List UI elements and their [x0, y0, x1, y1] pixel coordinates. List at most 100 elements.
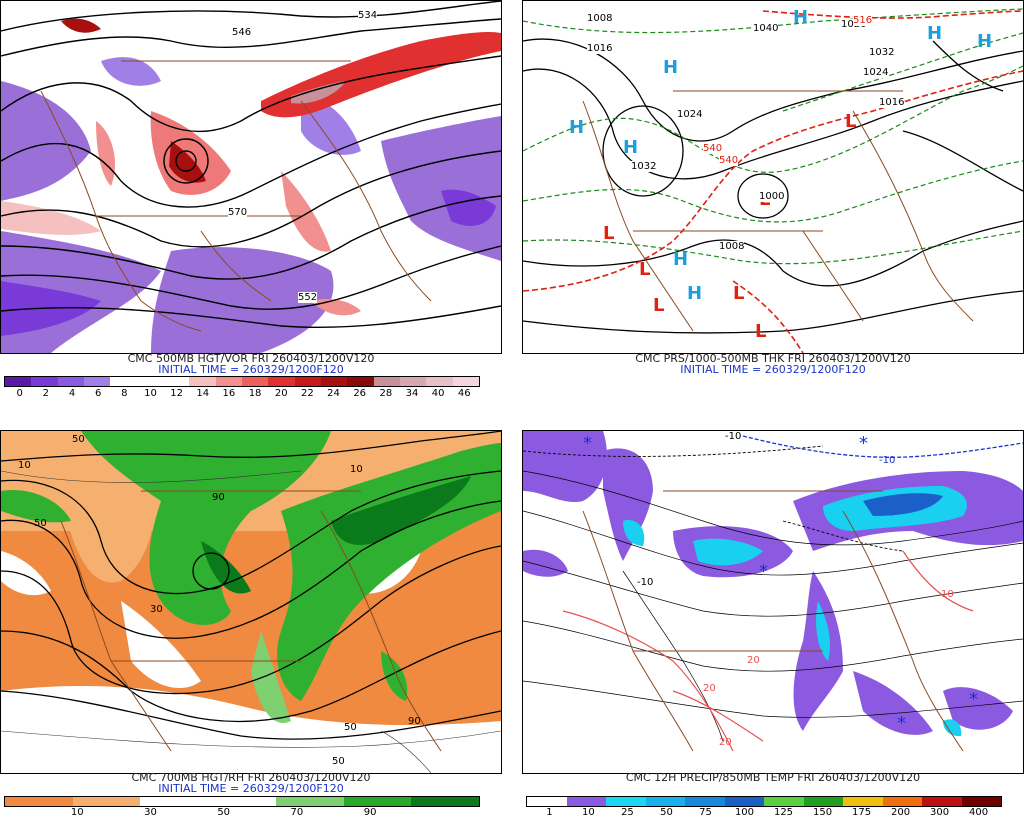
snow-icon: * — [859, 433, 868, 454]
vorticity-map — [0, 0, 502, 354]
contour-label-570: 570 — [228, 207, 248, 218]
snow-icon: * — [759, 561, 768, 582]
thickness-label: 540 — [703, 143, 723, 154]
colorbar-tick-label: 24 — [327, 388, 340, 399]
colorbar-tick-label: 0 — [16, 388, 23, 399]
rh-contour-label: 10 — [18, 460, 31, 471]
colorbar-tick-label: 150 — [812, 807, 833, 818]
vorticity-colorbar-labels: 0 2 4 6 8 10 12 14 16 18 20 22 24 26 28 34 40 46 — [4, 388, 480, 400]
contour-label-552: 552 — [298, 292, 318, 303]
colorbar-tick-label: 40 — [431, 388, 445, 399]
colorbar-tick-label: 16 — [222, 388, 236, 399]
panel-pressure: H H H H H H H H L L L L L L L 1008 1016 … — [522, 0, 1024, 400]
colorbar-swatch — [140, 797, 209, 806]
high-marker: H — [673, 249, 689, 270]
temp-label: -10 — [637, 577, 654, 588]
colorbar-swatch — [347, 377, 374, 386]
colorbar-tick-label: 90 — [363, 807, 377, 818]
low-marker: L — [755, 321, 767, 342]
colorbar-tick-label: 75 — [699, 807, 712, 818]
low-marker: L — [639, 259, 651, 280]
humidity-colorbar-labels: 10 30 50 70 90 — [4, 807, 480, 819]
rh-contour-label: 50 — [34, 518, 47, 529]
colorbar-tick-label: 14 — [196, 388, 210, 399]
colorbar-tick-label: 400 — [969, 807, 989, 818]
vorticity-title: CMC 500MB HGT/VOR FRI 260403/1200V120 — [127, 352, 375, 365]
rh-contour-label: 50 — [72, 434, 85, 445]
panel-humidity: 10 50 90 50 10 90 30 50 50 CMC 700MB HGT… — [0, 430, 502, 819]
panel-vorticity: 534 546 570 552 CMC 500MB HGT/VOR FRI 26… — [0, 0, 502, 400]
high-marker: H — [663, 57, 679, 78]
colorbar-swatch — [83, 377, 111, 386]
colorbar-tick-label: 50 — [217, 807, 231, 818]
rh-contour-label: 90 — [212, 492, 225, 503]
colorbar-tick-label: 1 — [546, 807, 553, 818]
isobar-label: 1008 — [587, 13, 613, 24]
colorbar-tick-label: 2 — [42, 388, 50, 399]
colorbar-swatch — [57, 377, 84, 386]
colorbar-tick-label: 25 — [621, 807, 634, 818]
colorbar-swatch — [31, 377, 58, 386]
colorbar-swatch — [961, 797, 1001, 806]
colorbar-swatch — [275, 797, 344, 806]
temp-label: 20 — [747, 655, 760, 666]
colorbar-tick-label: 34 — [405, 388, 419, 399]
isobar-label: 1032 — [631, 161, 657, 172]
colorbar-swatch — [399, 377, 427, 386]
low-marker: L — [653, 295, 665, 316]
isobar-label: 1024 — [677, 109, 703, 120]
colorbar-swatch — [882, 797, 922, 806]
isobar-label: 1016 — [587, 43, 613, 54]
colorbar-swatch — [922, 797, 962, 806]
vorticity-colorbar — [4, 376, 480, 387]
colorbar-swatch — [72, 797, 141, 806]
rh-contour-label: 30 — [150, 604, 163, 615]
high-marker: H — [687, 283, 703, 304]
precip-map-svg — [523, 431, 1023, 773]
colorbar-swatch — [189, 377, 216, 386]
humidity-subtitle: INITIAL TIME = 260329/1200F120 — [158, 782, 344, 795]
temp-label: 20 — [719, 737, 732, 748]
colorbar-tick-label: 6 — [94, 388, 102, 399]
low-marker: L — [733, 283, 745, 304]
colorbar-swatch — [241, 377, 269, 386]
colorbar-swatch — [343, 797, 412, 806]
colorbar-swatch — [110, 377, 137, 386]
precip-colorbar-labels: 1 10 25 50 75 100 125 150 175 200 300 400 — [526, 807, 1002, 819]
snow-icon: * — [897, 713, 906, 734]
colorbar-tick-label: 30 — [144, 807, 157, 818]
colorbar-swatch — [724, 797, 764, 806]
isobar-label: 1008 — [719, 241, 745, 252]
low-marker: L — [845, 111, 857, 132]
colorbar-swatch — [294, 377, 321, 386]
rh-contour-label: 50 — [344, 722, 357, 733]
colorbar-swatch — [5, 797, 73, 806]
temp-label: -10 — [879, 455, 896, 466]
snow-icon: * — [969, 689, 978, 710]
pressure-map-svg — [523, 1, 1023, 353]
high-marker: H — [623, 137, 639, 158]
colorbar-tick-label: 46 — [457, 388, 471, 399]
high-marker: H — [927, 23, 943, 44]
colorbar-tick-label: 50 — [660, 807, 673, 818]
panel-precip: * * * * * -10 -10 20 20 20 10 -10 CMC 12… — [522, 430, 1024, 819]
colorbar-swatch — [764, 797, 804, 806]
colorbar-swatch — [803, 797, 843, 806]
colorbar-swatch — [373, 377, 400, 386]
colorbar-swatch — [527, 797, 567, 806]
precip-colorbar — [526, 796, 1002, 807]
colorbar-tick-label: 70 — [290, 807, 304, 818]
colorbar-swatch — [208, 797, 276, 806]
colorbar-tick-label: 10 — [144, 388, 157, 399]
colorbar-tick-label: 10 — [582, 807, 595, 818]
high-marker: H — [569, 117, 585, 138]
vorticity-map-svg — [1, 1, 501, 353]
colorbar-swatch — [452, 377, 479, 386]
colorbar-tick-label: 12 — [170, 388, 183, 399]
colorbar-swatch — [685, 797, 725, 806]
temp-label: 20 — [703, 683, 716, 694]
thickness-label: 516 — [853, 15, 873, 26]
humidity-map-svg — [1, 431, 501, 773]
snow-icon: * — [583, 433, 592, 454]
colorbar-tick-label: 125 — [773, 807, 794, 818]
